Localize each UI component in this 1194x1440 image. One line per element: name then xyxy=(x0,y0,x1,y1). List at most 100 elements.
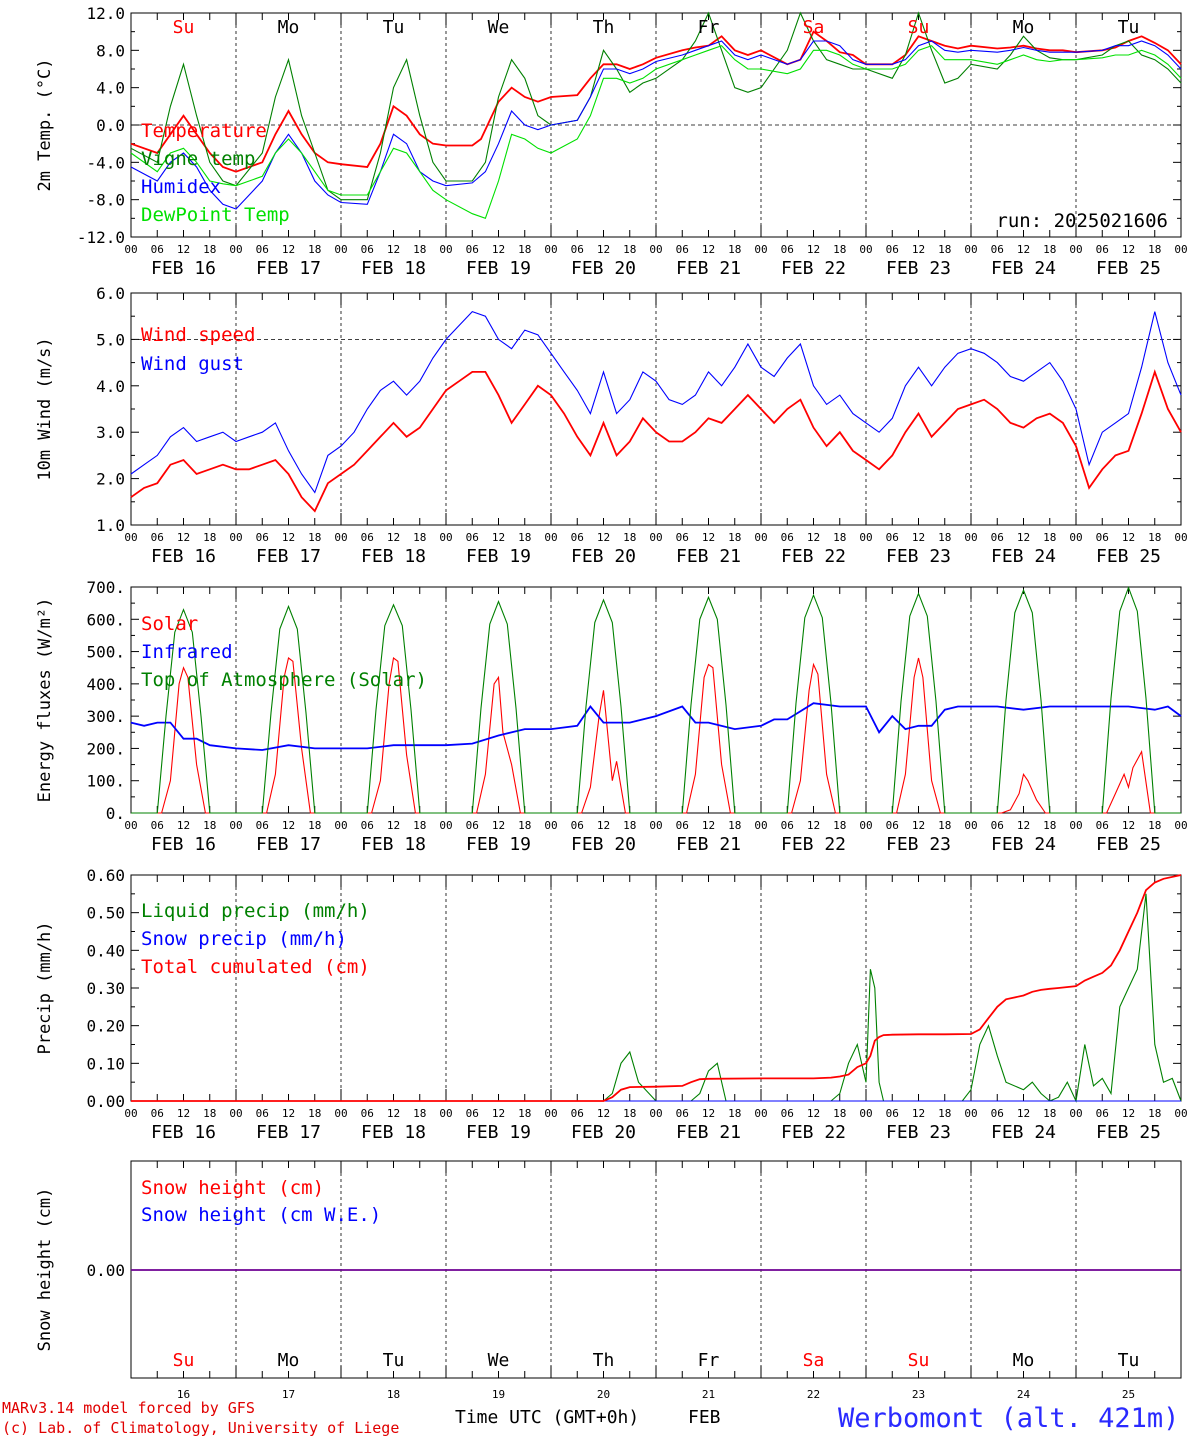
legend-entry: Snow precip (mm/h) xyxy=(141,928,347,950)
legend-entry: Wind gust xyxy=(141,353,244,375)
hour-tick-label: 06 xyxy=(1096,243,1109,256)
hour-tick-label: 00 xyxy=(1069,531,1082,544)
hour-tick-label: 18 xyxy=(518,243,531,256)
legend-entry: Liquid precip (mm/h) xyxy=(141,900,370,922)
date-label: FEB 20 xyxy=(571,258,636,279)
y-tick-label: -4.0 xyxy=(86,153,125,172)
date-label: FEB 25 xyxy=(1096,1122,1161,1143)
day-name-label: Sa xyxy=(803,17,825,38)
hour-tick-label: 12 xyxy=(597,531,610,544)
day-number-label: 24 xyxy=(1017,1388,1031,1401)
panel-3: 00 06 12 18 00 06 12 18 00 06 12 18 00 06 12 18 00 06 12 18… xyxy=(35,578,1188,855)
date-label: FEB 23 xyxy=(886,546,951,567)
hour-tick-label: 00 xyxy=(649,1107,662,1120)
hour-tick-label: 06 xyxy=(676,531,689,544)
day-name-label: Su xyxy=(908,17,930,38)
hour-tick-label: 12 xyxy=(387,1107,400,1120)
hour-tick-label: 00 xyxy=(544,1107,557,1120)
hour-tick-label: 06 xyxy=(676,1107,689,1120)
series-line-vigne-temp xyxy=(130,11,1182,201)
legend-entry: Solar xyxy=(141,613,198,635)
y-tick-label: 400. xyxy=(86,675,125,694)
hour-tick-label: 00 xyxy=(124,1107,137,1120)
hour-tick-label: 00 xyxy=(1174,1107,1187,1120)
hour-tick-label: 00 xyxy=(229,531,242,544)
hour-tick-label: 12 xyxy=(1122,243,1135,256)
hour-tick-label: 18 xyxy=(1043,243,1056,256)
hour-tick-label: 06 xyxy=(466,1107,479,1120)
date-label: FEB 18 xyxy=(361,1122,426,1143)
hour-tick-label: 12 xyxy=(807,1107,820,1120)
hour-tick-label: 12 xyxy=(177,531,190,544)
day-number-label: 20 xyxy=(597,1388,610,1401)
y-tick-label: 200. xyxy=(86,739,125,758)
hour-tick-label: 18 xyxy=(833,531,846,544)
hour-tick-label: 18 xyxy=(518,819,531,832)
date-label: FEB 19 xyxy=(466,834,531,855)
date-label: FEB 20 xyxy=(571,1122,636,1143)
hour-tick-label: 00 xyxy=(544,243,557,256)
hour-tick-label: 12 xyxy=(282,243,295,256)
hour-tick-label: 18 xyxy=(1148,819,1161,832)
day-name-label: Th xyxy=(593,1350,615,1371)
date-label: FEB 23 xyxy=(886,258,951,279)
hour-tick-label: 12 xyxy=(1017,531,1030,544)
hour-tick-label: 18 xyxy=(623,1107,636,1120)
hour-tick-label: 00 xyxy=(544,819,557,832)
hour-tick-label: 12 xyxy=(597,819,610,832)
station-title: Werbomont (alt. 421m) xyxy=(838,1403,1179,1434)
y-tick-label: 0.20 xyxy=(86,1017,125,1036)
hour-tick-label: 12 xyxy=(1122,1107,1135,1120)
hour-tick-label: 06 xyxy=(256,243,269,256)
day-name-label: Tu xyxy=(1118,17,1140,38)
hour-tick-label: 18 xyxy=(623,819,636,832)
hour-tick-label: 12 xyxy=(807,819,820,832)
hour-tick-label: 18 xyxy=(203,1107,216,1120)
hour-tick-label: 06 xyxy=(571,531,584,544)
hour-tick-label: 12 xyxy=(912,243,925,256)
hour-tick-label: 12 xyxy=(282,531,295,544)
day-number-label: 16 xyxy=(177,1388,190,1401)
hour-tick-label: 18 xyxy=(308,1107,321,1120)
hour-tick-label: 00 xyxy=(754,1107,767,1120)
y-tick-label: 12.0 xyxy=(86,4,125,23)
y-axis-title: Precip (mm/h) xyxy=(35,921,55,1054)
legend-entry: Humidex xyxy=(141,176,221,198)
hour-tick-label: 18 xyxy=(623,243,636,256)
legend-entry: Temperature xyxy=(141,120,267,142)
hour-tick-label: 18 xyxy=(1148,531,1161,544)
hour-tick-label: 12 xyxy=(492,819,505,832)
date-label: FEB 17 xyxy=(256,258,321,279)
day-name-label: Mo xyxy=(1013,17,1035,38)
date-label: FEB 19 xyxy=(466,546,531,567)
hour-tick-label: 18 xyxy=(833,819,846,832)
hour-tick-label: 06 xyxy=(886,243,899,256)
y-tick-label: 700. xyxy=(86,578,125,597)
hour-tick-label: 12 xyxy=(1122,819,1135,832)
hour-tick-label: 06 xyxy=(361,819,374,832)
hour-tick-label: 00 xyxy=(1174,819,1187,832)
hour-tick-label: 06 xyxy=(991,819,1004,832)
hour-tick-label: 06 xyxy=(991,531,1004,544)
hour-tick-label: 00 xyxy=(229,819,242,832)
hour-tick-label: 00 xyxy=(1069,243,1082,256)
hour-tick-label: 00 xyxy=(439,1107,452,1120)
credit-line-1: MARv3.14 model forced by GFS xyxy=(2,1399,255,1417)
series-line-humidex xyxy=(130,40,1182,210)
panel-4: 00 06 12 18 00 06 12 18 00 06 12 18 00 06 12 18 00 06 12 18… xyxy=(35,866,1188,1143)
y-tick-label: 5.0 xyxy=(96,330,125,349)
y-tick-label: 100. xyxy=(86,772,125,791)
legend-entry: DewPoint Temp xyxy=(141,204,290,226)
y-tick-label: 3.0 xyxy=(96,423,125,442)
day-name-label: Tu xyxy=(383,1350,405,1371)
date-label: FEB 20 xyxy=(571,834,636,855)
date-label: FEB 16 xyxy=(151,546,216,567)
day-name-label: Mo xyxy=(278,1350,300,1371)
hour-tick-label: 00 xyxy=(964,243,977,256)
hour-tick-label: 06 xyxy=(256,819,269,832)
date-label: FEB 21 xyxy=(676,546,741,567)
hour-tick-label: 00 xyxy=(859,1107,872,1120)
hour-tick-label: 06 xyxy=(676,243,689,256)
date-label: FEB 18 xyxy=(361,834,426,855)
hour-tick-label: 06 xyxy=(361,1107,374,1120)
